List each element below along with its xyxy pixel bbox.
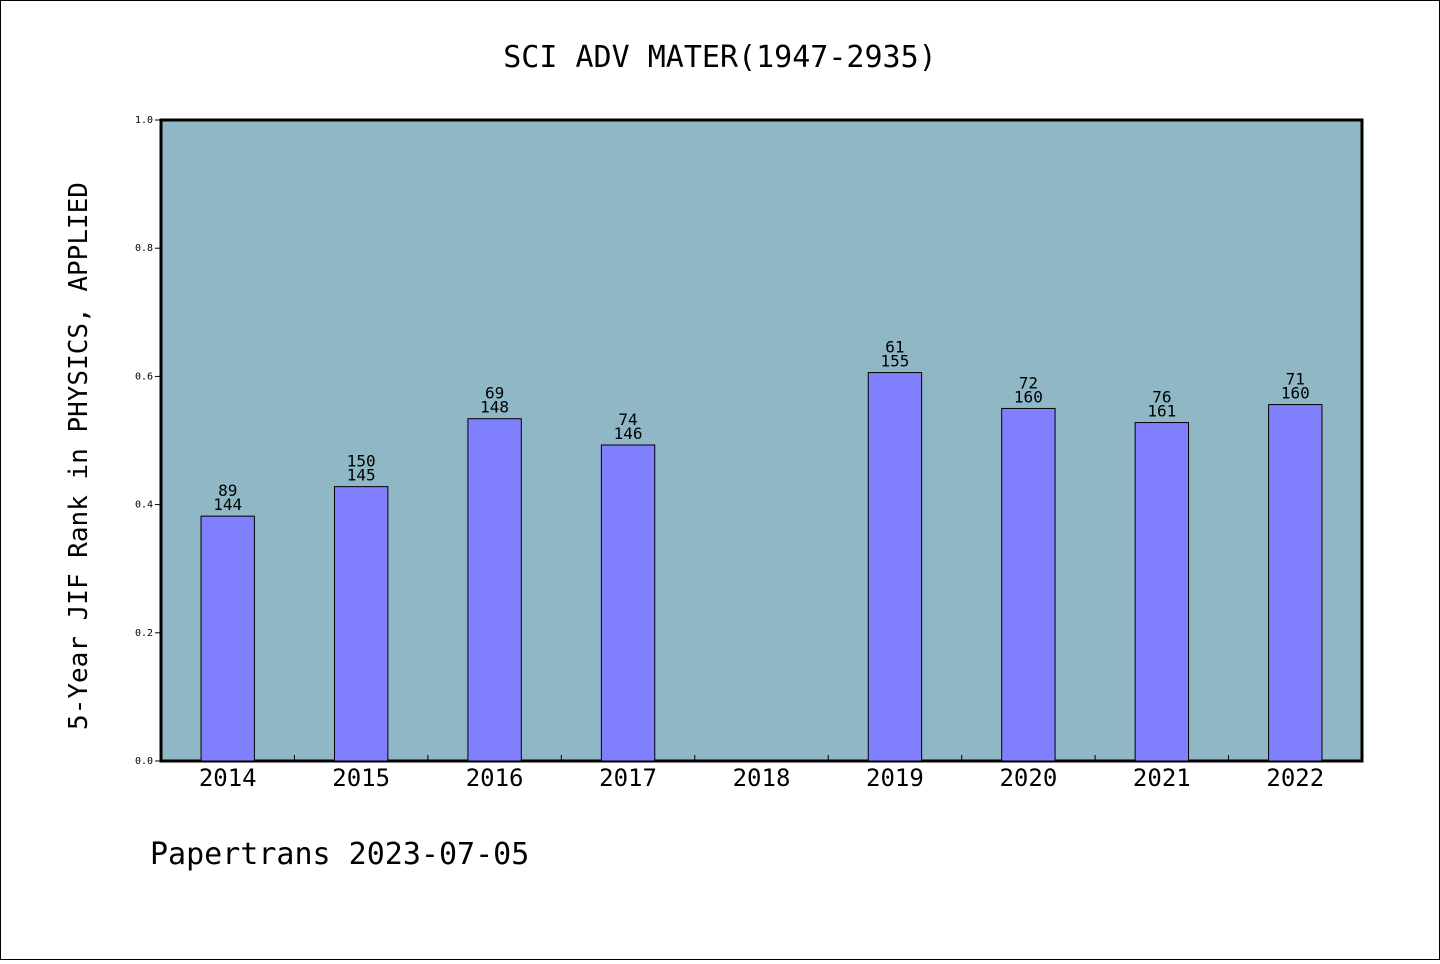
x-tick-label: 2022 (1266, 764, 1324, 792)
bar-rank-label: 61 (885, 338, 904, 357)
bar-rank-label: 71 (1286, 370, 1305, 389)
x-tick-label: 2020 (999, 764, 1057, 792)
y-axis: 0.0 0.2 0.4 0.6 0.8 1.0 (135, 115, 161, 767)
bar (1268, 404, 1323, 762)
bar-total-label: 144 (213, 495, 242, 514)
bar (467, 418, 522, 762)
x-tick-label: 2018 (733, 764, 791, 792)
bar-rank-label: 150 (347, 452, 376, 471)
x-tick-label: 2015 (332, 764, 390, 792)
y-tick-label: 0.8 (135, 243, 153, 254)
x-tick-label: 2017 (599, 764, 657, 792)
bar-total-label: 146 (614, 424, 643, 443)
bar-rank-label: 76 (1152, 388, 1171, 407)
bar (333, 486, 389, 762)
bar (867, 372, 923, 762)
x-tick-label: 2016 (466, 764, 524, 792)
bar-total-label: 160 (1014, 387, 1043, 406)
bar-total-label: 160 (1281, 384, 1310, 403)
y-tick-label: 1.0 (135, 115, 153, 126)
bar-rank-label: 72 (1019, 373, 1038, 392)
chart-title: SCI ADV MATER(1947-2935) (503, 40, 936, 75)
y-tick-label: 0.4 (135, 500, 153, 511)
bar-total-label: 145 (347, 466, 376, 485)
bar (200, 515, 255, 762)
y-axis-label: 5-Year JIF Rank in PHYSICS, APPLIED (64, 182, 94, 730)
y-tick-label: 0.6 (135, 371, 153, 382)
x-tick-label: 2014 (199, 764, 257, 792)
y-tick-label: 0.2 (135, 628, 153, 639)
bar-total-label: 155 (880, 352, 909, 371)
bar (600, 444, 656, 762)
bar-rank-label: 69 (485, 384, 504, 403)
x-tick-label: 2019 (866, 764, 924, 792)
bar-rank-label: 89 (218, 481, 237, 500)
bar (1134, 422, 1190, 762)
bar (1001, 407, 1056, 762)
x-axis: 2014 2015 2016 2017 2018 2019 2020 2021 2022 (199, 755, 1324, 792)
bar-total-label: 148 (480, 398, 509, 417)
bar-rank-label: 74 (618, 410, 637, 429)
y-tick-label: 0.0 (135, 756, 153, 767)
bar-total-label: 161 (1147, 402, 1176, 421)
bars (200, 372, 1323, 762)
x-tick-label: 2021 (1133, 764, 1191, 792)
footer-source-date: Papertrans 2023-07-05 (150, 837, 529, 872)
